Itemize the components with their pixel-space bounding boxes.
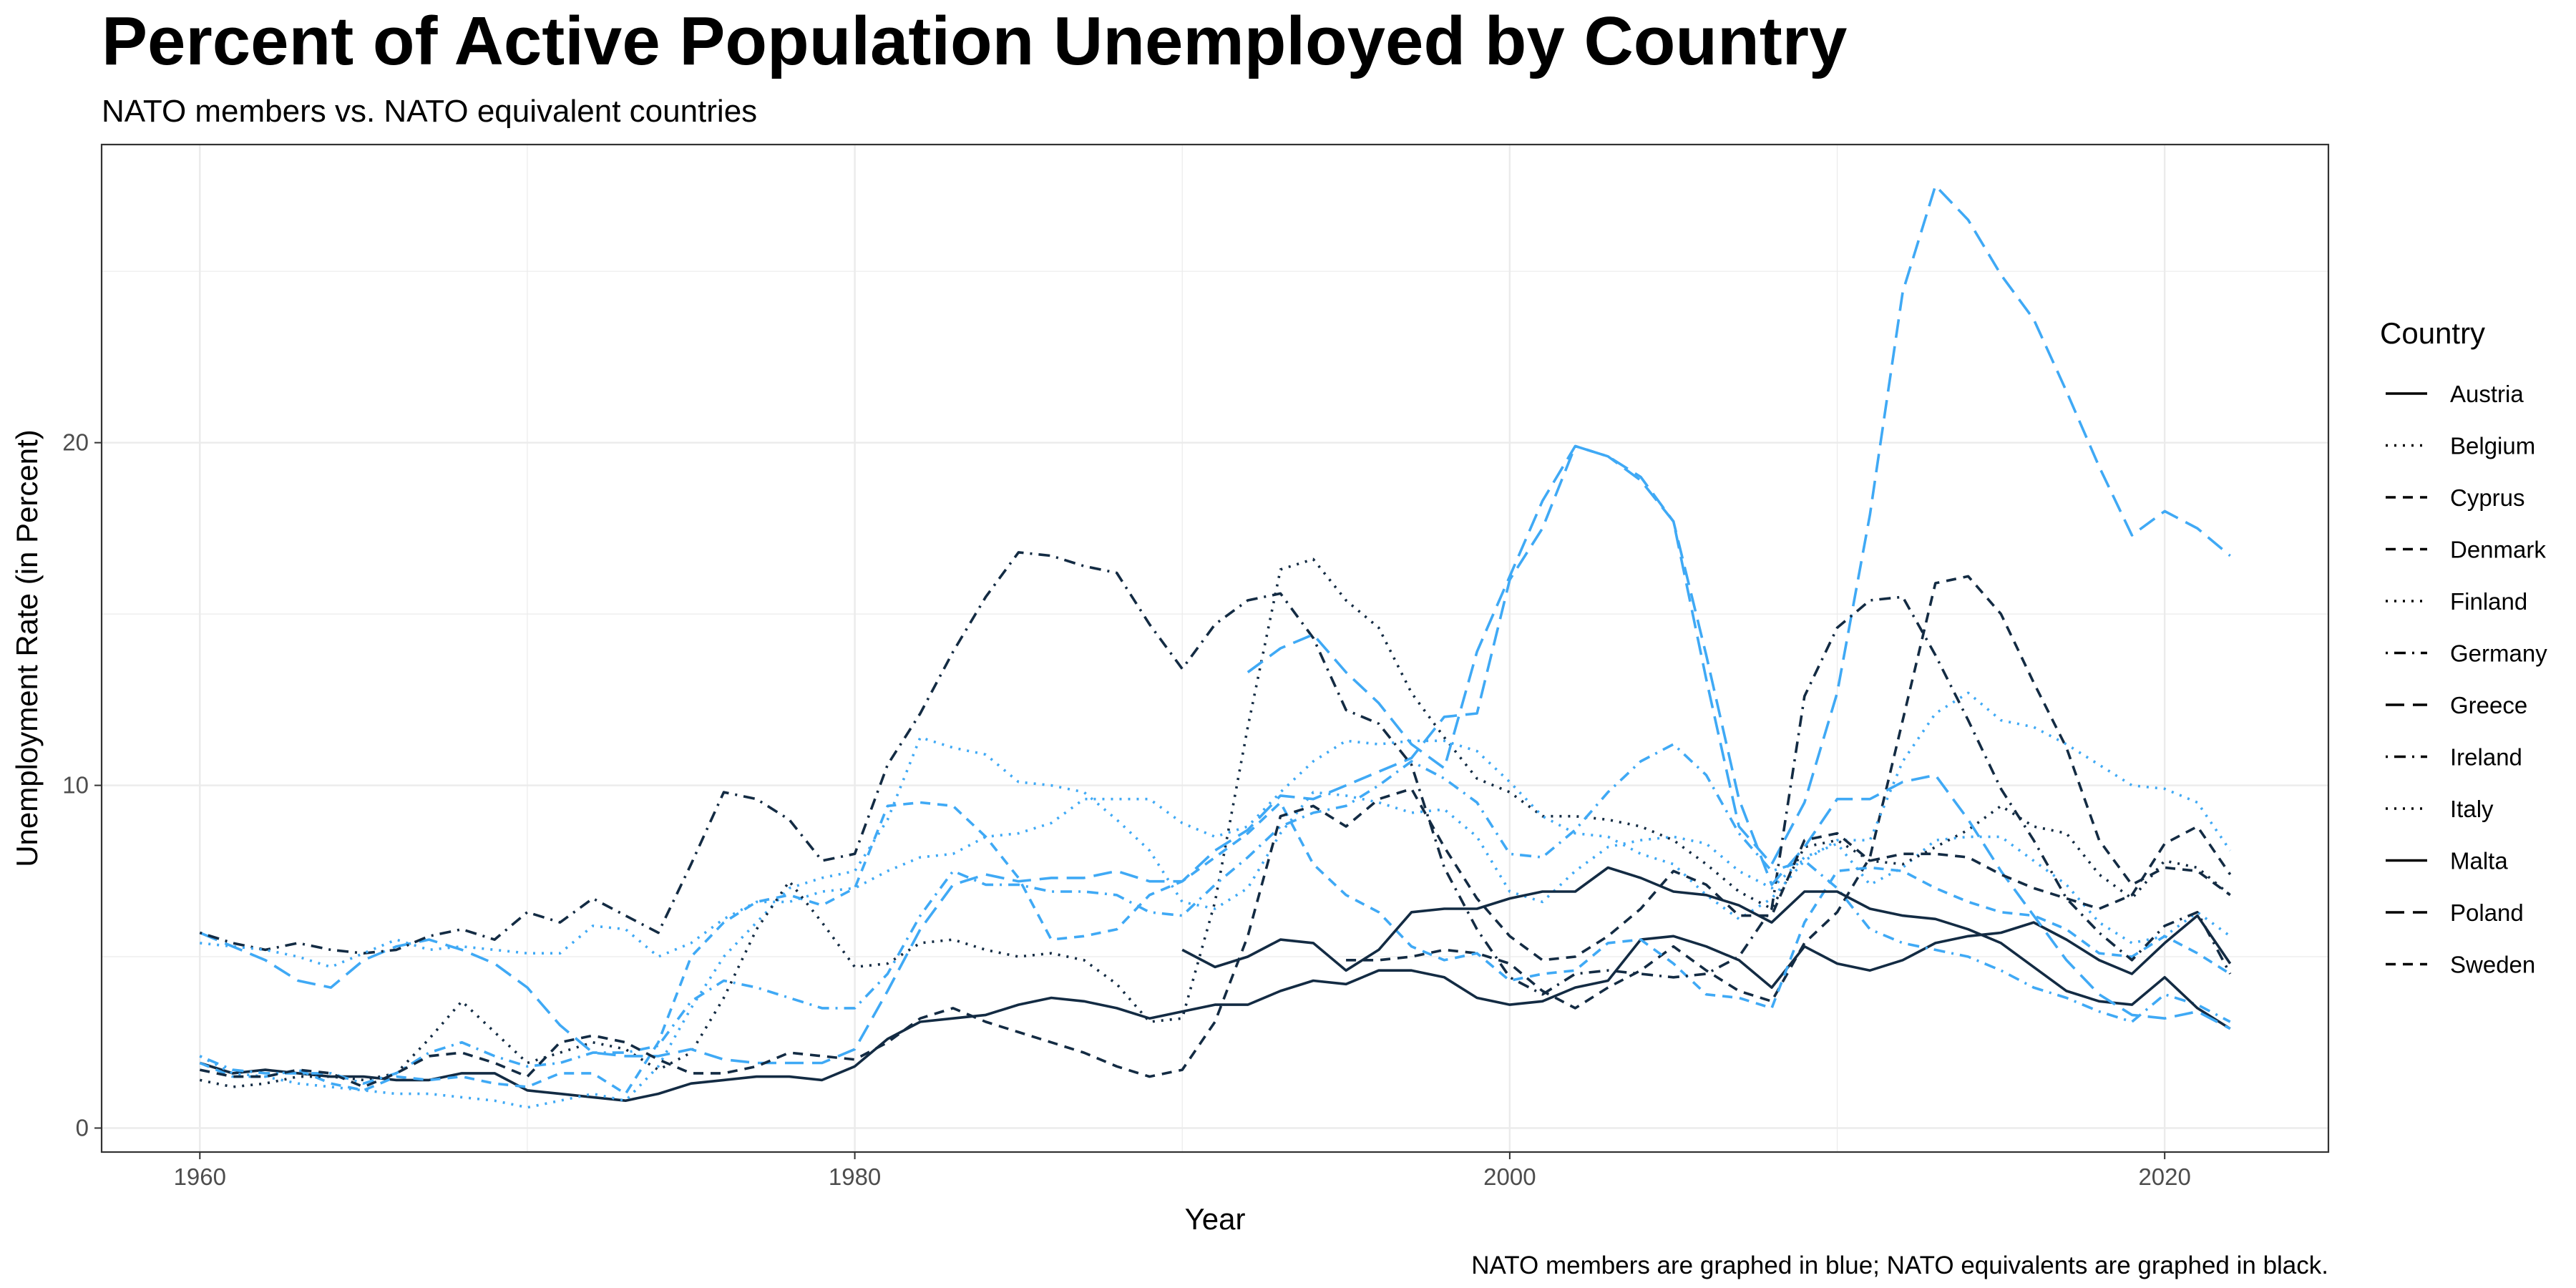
legend-label-finland: Finland: [2450, 588, 2527, 615]
y-tick-label: 20: [62, 429, 89, 456]
legend-label-germany: Germany: [2450, 640, 2547, 667]
chart-subtitle: NATO members vs. NATO equivalent countri…: [102, 94, 757, 129]
x-axis: 1960 1980 2000 2020: [174, 1152, 2191, 1190]
chart-title: Percent of Active Population Unemployed …: [102, 3, 1847, 79]
y-tick-label: 10: [62, 772, 89, 799]
x-tick-label: 2020: [2138, 1163, 2190, 1190]
series-line-sweden: [199, 787, 2232, 1088]
plot-border: [100, 143, 2330, 1153]
series-line-greece: [199, 184, 2231, 1065]
legend-label-italy: Italy: [2450, 796, 2494, 822]
legend-label-belgium: Belgium: [2450, 433, 2535, 459]
series-line-belgium: [199, 736, 2231, 1109]
legend-label-austria: Austria: [2450, 381, 2524, 407]
series-line-denmark: [199, 801, 2231, 1096]
chart-caption: NATO members are graphed in blue; NATO e…: [1471, 1252, 2328, 1279]
legend-title: Country: [2380, 316, 2485, 350]
series-line-malta: [1181, 866, 2231, 1030]
series-line-poland: [1246, 444, 2231, 1030]
grid-minor: [102, 145, 2328, 1152]
legend-label-greece: Greece: [2450, 692, 2527, 718]
y-tick-label: 0: [76, 1114, 89, 1141]
legend-label-sweden: Sweden: [2450, 952, 2535, 978]
y-axis-title: Unemployment Rate (in Percent): [10, 429, 44, 867]
series-line-germany: [199, 743, 2231, 1085]
x-tick-label: 2000: [1483, 1163, 1536, 1190]
x-axis-title: Year: [1185, 1202, 1246, 1236]
legend-items: Austria Belgium Cyprus Denmark Finland German…: [2386, 381, 2547, 978]
series-line-austria: [199, 914, 2232, 1102]
legend-label-poland: Poland: [2450, 899, 2524, 926]
grid-major: [102, 145, 2328, 1152]
legend-label-denmark: Denmark: [2450, 537, 2546, 563]
series-lines: [199, 184, 2232, 1109]
legend-label-cyprus: Cyprus: [2450, 484, 2525, 511]
plot-panel: [102, 145, 2328, 1152]
legend-label-malta: Malta: [2450, 848, 2508, 874]
legend-label-ireland: Ireland: [2450, 744, 2522, 771]
y-axis: 0 10 20: [62, 429, 102, 1141]
x-tick-label: 1980: [829, 1163, 881, 1190]
series-line-ireland: [199, 551, 2232, 996]
legend: Country Austria Belgium Cyprus Denmark Finla…: [2380, 316, 2547, 978]
x-tick-label: 1960: [174, 1163, 226, 1190]
